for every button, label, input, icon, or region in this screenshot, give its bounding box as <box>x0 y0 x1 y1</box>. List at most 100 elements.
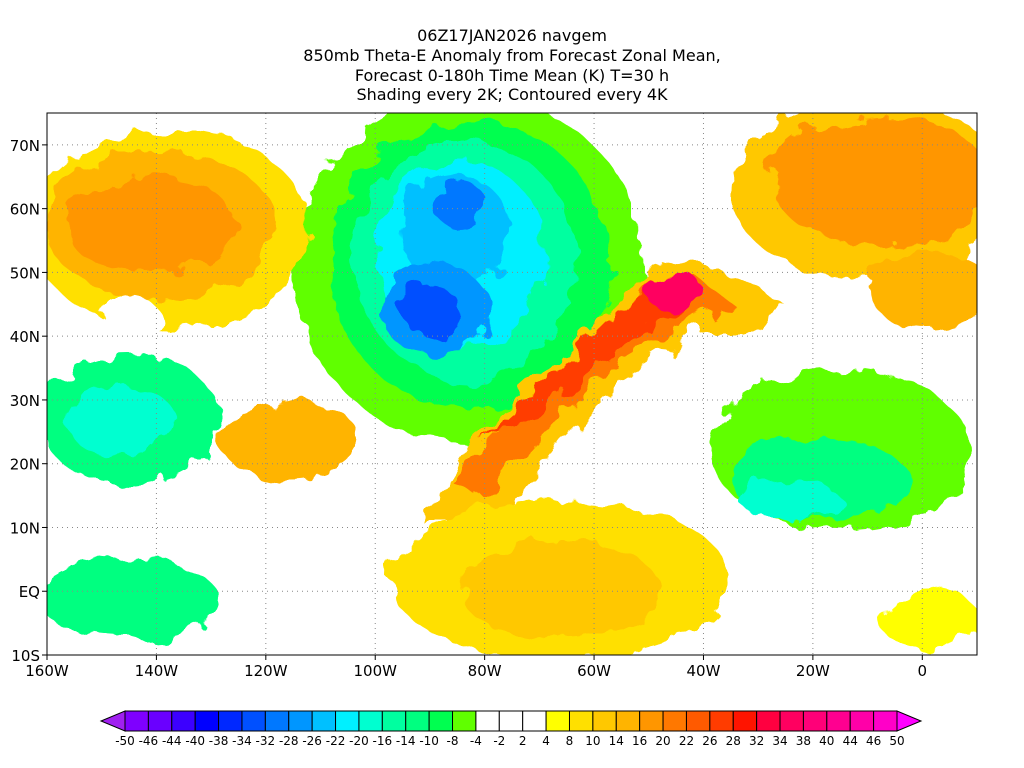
colorbar-box <box>194 710 220 732</box>
colorbar-label: 34 <box>772 734 787 748</box>
colorbar-label: -8 <box>447 734 459 748</box>
colorbar-box <box>732 710 758 732</box>
shade-red-plume <box>480 280 700 440</box>
colorbar-label: 38 <box>796 734 811 748</box>
colorbar-box <box>475 710 500 732</box>
shaded-field <box>47 113 977 655</box>
colorbar-label: -32 <box>256 734 276 748</box>
colorbar-box <box>147 710 173 732</box>
colorbar-box <box>615 710 641 732</box>
shade-teal-pacific <box>65 385 175 455</box>
colorbar-box <box>358 710 383 732</box>
colorbar-label: -2 <box>493 734 505 748</box>
colorbar-label: -14 <box>396 734 416 748</box>
colorbar-label: 2 <box>519 734 527 748</box>
colorbar-label: -38 <box>209 734 229 748</box>
colorbar-label: 44 <box>843 734 858 748</box>
x-tick-label: 120W <box>244 662 288 680</box>
colorbar-box <box>311 710 337 732</box>
shade-teal-atlantic <box>740 480 840 520</box>
colorbar-box <box>124 710 149 732</box>
shade-gold-southamerica <box>460 540 660 640</box>
y-axis-ticks: 70N 60N 50N 40N 30N 20N 10N EQ 10S <box>10 137 47 665</box>
colorbar-box <box>709 710 734 732</box>
colorbar-box <box>779 710 804 732</box>
colorbar-box <box>218 710 243 732</box>
colorbar-box <box>756 710 781 732</box>
colorbar-label: 28 <box>726 734 741 748</box>
y-tick-label: 50N <box>10 264 40 282</box>
colorbar-label: -50 <box>115 734 135 748</box>
y-tick-label: EQ <box>19 583 40 601</box>
colorbar-label: -22 <box>326 734 346 748</box>
colorbar-label: 46 <box>866 734 881 748</box>
shade-orange-plume <box>450 280 740 500</box>
x-tick-label: 140W <box>135 662 179 680</box>
shade-orange-europe <box>770 115 977 245</box>
shade-pink-core <box>645 274 705 310</box>
colorbar-label: 16 <box>632 734 647 748</box>
colorbar-label: 22 <box>679 734 694 748</box>
shade-dkblue-na <box>400 285 460 335</box>
title-line-3: Forecast 0-180h Time Mean (K) T=30 h <box>355 66 669 85</box>
shade-yellow-southatlantic <box>880 590 977 650</box>
colorbar-box <box>288 710 313 732</box>
colorbar-label: -10 <box>419 734 439 748</box>
colorbar-label: -46 <box>139 734 159 748</box>
x-tick-label: 80W <box>468 662 502 680</box>
colorbar-box <box>849 710 875 732</box>
colorbar-box <box>264 710 290 732</box>
colorbar-label: 4 <box>542 734 550 748</box>
x-tick-label: 100W <box>354 662 398 680</box>
y-tick-label: 70N <box>10 137 40 155</box>
colorbar-box <box>826 710 851 732</box>
colorbar-box <box>428 710 454 732</box>
colorbar-box <box>335 710 360 732</box>
colorbar-box <box>662 710 687 732</box>
x-axis-ticks: 160W 140W 120W 100W 80W 60W 40W 20W 0 <box>25 655 927 680</box>
colorbar-label: -34 <box>232 734 252 748</box>
colorbar-box <box>452 710 477 732</box>
colorbar-box <box>873 710 898 732</box>
colorbar-label: 8 <box>566 734 574 748</box>
colorbar-label: 14 <box>609 734 624 748</box>
colorbar-label: -40 <box>185 734 205 748</box>
shade-orange-mexico <box>220 400 360 480</box>
colorbar-label: -44 <box>162 734 182 748</box>
colorbar-box <box>685 710 711 732</box>
colorbar-label: 10 <box>585 734 600 748</box>
title-block: 06Z17JAN2026 navgem 850mb Theta-E Anomal… <box>303 26 720 104</box>
shade-dkorange-pacific <box>65 175 235 275</box>
colorbar-box <box>545 710 570 732</box>
y-tick-label: 60N <box>10 201 40 219</box>
colorbar-label: -26 <box>302 734 322 748</box>
colorbar: -50 -46 -44 -40 -38 -34 -32 -28 -26 -22 -20 -16 -14-… <box>99 710 923 748</box>
colorbar-label: 40 <box>819 734 834 748</box>
colorbar-box <box>171 710 196 732</box>
title-line-1: 06Z17JAN2026 navgem <box>417 26 607 45</box>
colorbar-under-triangle <box>99 710 126 732</box>
colorbar-box <box>639 710 664 732</box>
shade-green-tropics <box>47 560 220 640</box>
colorbar-label: -28 <box>279 734 299 748</box>
colorbar-over-triangle <box>896 710 923 732</box>
y-tick-label: 30N <box>10 392 40 410</box>
shade-white-low <box>100 295 160 345</box>
colorbar-label: 26 <box>702 734 717 748</box>
x-tick-label: 20W <box>796 662 830 680</box>
y-tick-label: 10S <box>11 647 40 665</box>
y-tick-label: 10N <box>10 519 40 537</box>
colorbar-box <box>498 710 524 732</box>
colorbar-label: 20 <box>655 734 670 748</box>
shade-blue-hudson <box>435 180 485 230</box>
colorbar-label: -4 <box>470 734 482 748</box>
colorbar-label: -16 <box>373 734 393 748</box>
grid-lines <box>47 113 977 655</box>
title-line-4: Shading every 2K; Contoured every 4K <box>356 85 668 104</box>
colorbar-label: 32 <box>749 734 764 748</box>
y-tick-label: 20N <box>10 456 40 474</box>
x-tick-label: 0 <box>918 662 928 680</box>
title-line-2: 850mb Theta-E Anomaly from Forecast Zona… <box>303 46 720 65</box>
colorbar-box <box>802 710 828 732</box>
